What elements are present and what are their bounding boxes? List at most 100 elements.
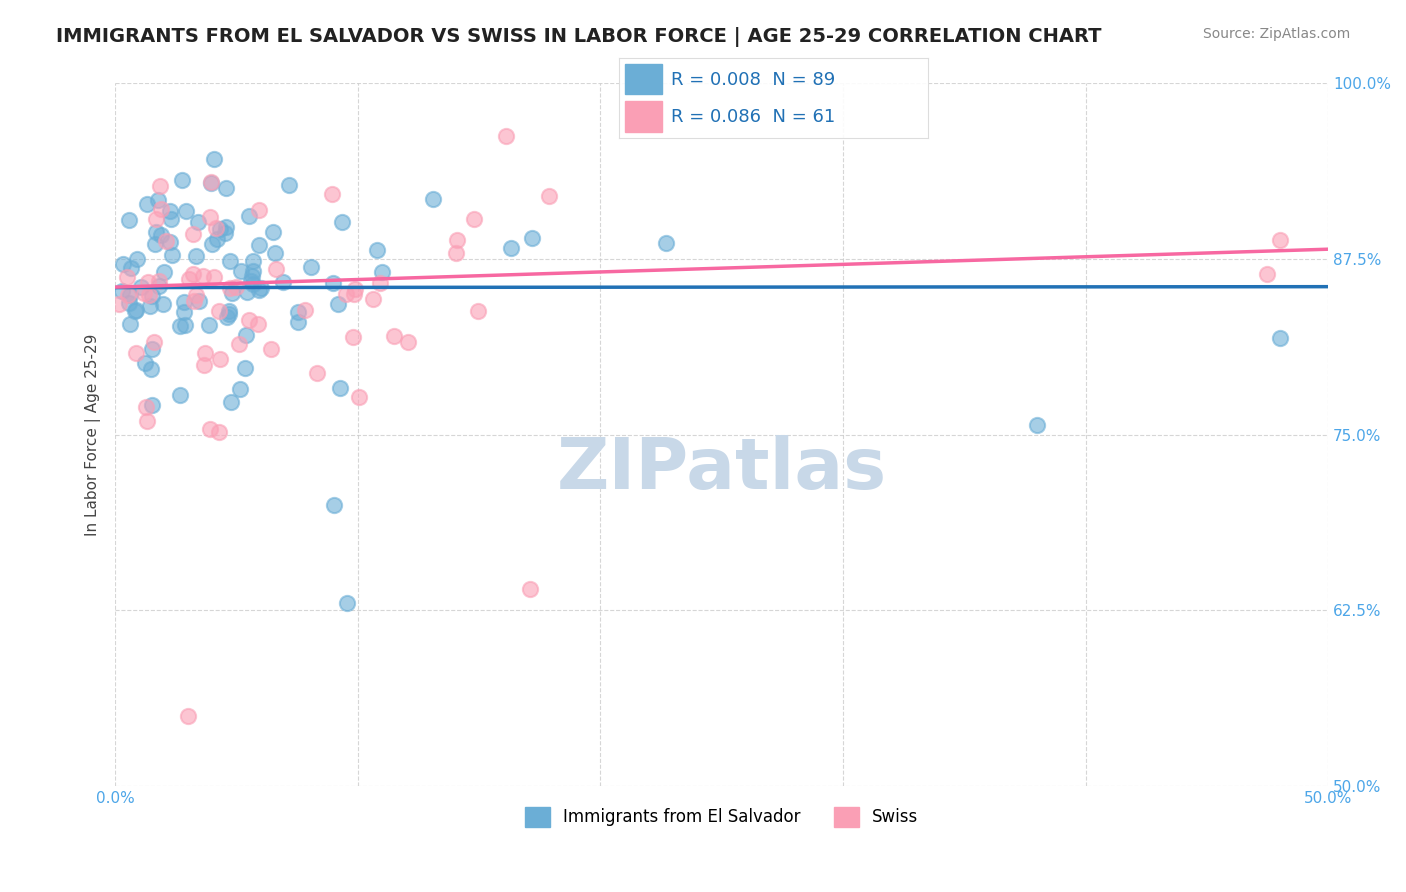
Swiss bbox=[135, 400, 157, 414]
Y-axis label: In Labor Force | Age 25-29: In Labor Force | Age 25-29 bbox=[86, 334, 101, 536]
Immigrants from El Salvador bbox=[112, 257, 135, 271]
Immigrants from El Salvador bbox=[221, 286, 243, 301]
Swiss bbox=[446, 233, 468, 247]
Immigrants from El Salvador bbox=[139, 361, 162, 376]
Immigrants from El Salvador bbox=[139, 300, 162, 314]
Immigrants from El Salvador bbox=[141, 289, 163, 303]
Immigrants from El Salvador bbox=[233, 361, 256, 376]
Swiss bbox=[342, 330, 364, 344]
Swiss bbox=[264, 262, 287, 277]
Immigrants from El Salvador bbox=[148, 279, 170, 293]
Immigrants from El Salvador bbox=[124, 304, 146, 318]
Immigrants from El Salvador bbox=[201, 236, 224, 251]
Immigrants from El Salvador bbox=[218, 307, 240, 321]
Swiss bbox=[349, 390, 371, 404]
Immigrants from El Salvador bbox=[235, 285, 257, 299]
Legend: Immigrants from El Salvador, Swiss: Immigrants from El Salvador, Swiss bbox=[519, 800, 925, 834]
Immigrants from El Salvador bbox=[422, 192, 444, 206]
Immigrants from El Salvador bbox=[162, 248, 184, 262]
Immigrants from El Salvador bbox=[141, 342, 163, 356]
Swiss bbox=[495, 128, 517, 143]
Immigrants from El Salvador bbox=[159, 212, 181, 227]
Immigrants from El Salvador bbox=[499, 241, 522, 255]
Swiss bbox=[382, 328, 405, 343]
Immigrants from El Salvador bbox=[229, 263, 252, 277]
Immigrants from El Salvador bbox=[287, 315, 309, 329]
Immigrants from El Salvador bbox=[187, 293, 209, 308]
Swiss bbox=[193, 358, 215, 372]
Immigrants from El Salvador bbox=[240, 273, 263, 287]
Swiss bbox=[463, 211, 485, 226]
Swiss bbox=[202, 269, 225, 284]
Immigrants from El Salvador bbox=[229, 382, 252, 396]
Immigrants from El Salvador bbox=[522, 231, 544, 245]
Swiss bbox=[132, 286, 155, 301]
Swiss bbox=[247, 203, 270, 218]
Bar bbox=[624, 63, 662, 95]
Immigrants from El Salvador bbox=[169, 387, 191, 401]
Immigrants from El Salvador bbox=[209, 222, 232, 236]
Immigrants from El Salvador bbox=[118, 296, 141, 310]
Immigrants from El Salvador bbox=[242, 268, 264, 283]
Swiss bbox=[305, 366, 328, 380]
Immigrants from El Salvador bbox=[152, 265, 174, 279]
Immigrants from El Salvador bbox=[264, 245, 287, 260]
Swiss bbox=[344, 282, 367, 296]
Swiss bbox=[208, 352, 231, 367]
Immigrants from El Salvador bbox=[202, 153, 225, 167]
Swiss bbox=[294, 302, 316, 317]
Swiss bbox=[246, 317, 269, 331]
Immigrants from El Salvador bbox=[129, 280, 152, 294]
Immigrants from El Salvador bbox=[136, 197, 159, 211]
Immigrants from El Salvador bbox=[271, 275, 294, 289]
Immigrants from El Salvador bbox=[218, 304, 240, 318]
Immigrants from El Salvador bbox=[187, 215, 209, 229]
Immigrants from El Salvador bbox=[242, 277, 264, 291]
Swiss bbox=[136, 275, 159, 289]
Immigrants from El Salvador bbox=[247, 238, 270, 252]
Bar bbox=[624, 102, 662, 132]
Immigrants from El Salvador bbox=[173, 305, 195, 319]
Swiss bbox=[143, 335, 166, 350]
Immigrants from El Salvador bbox=[370, 265, 392, 279]
Swiss bbox=[181, 267, 204, 281]
Immigrants from El Salvador bbox=[207, 232, 229, 246]
Immigrants from El Salvador bbox=[215, 310, 238, 324]
Immigrants from El Salvador bbox=[172, 172, 194, 186]
Immigrants from El Salvador bbox=[143, 236, 166, 251]
Immigrants from El Salvador bbox=[111, 285, 134, 299]
Swiss bbox=[183, 293, 205, 308]
Swiss bbox=[446, 245, 468, 260]
Swiss bbox=[537, 188, 560, 202]
Swiss bbox=[467, 303, 489, 318]
Immigrants from El Salvador bbox=[219, 254, 242, 268]
Swiss bbox=[225, 280, 247, 294]
Immigrants from El Salvador bbox=[120, 260, 142, 275]
Swiss bbox=[193, 268, 215, 283]
Immigrants from El Salvador bbox=[326, 297, 349, 311]
Immigrants from El Salvador bbox=[214, 226, 236, 240]
Swiss bbox=[198, 422, 221, 436]
Swiss bbox=[361, 293, 384, 307]
Immigrants from El Salvador bbox=[278, 178, 301, 192]
Swiss bbox=[200, 175, 222, 189]
Immigrants from El Salvador bbox=[169, 319, 191, 334]
Immigrants from El Salvador bbox=[238, 209, 260, 223]
Immigrants from El Salvador bbox=[174, 203, 197, 218]
Immigrants from El Salvador bbox=[174, 318, 197, 332]
Swiss bbox=[183, 227, 205, 241]
Immigrants from El Salvador bbox=[215, 180, 238, 194]
Immigrants from El Salvador bbox=[118, 212, 141, 227]
Immigrants from El Salvador bbox=[152, 297, 174, 311]
Swiss bbox=[124, 346, 146, 360]
Swiss bbox=[155, 234, 177, 248]
Immigrants from El Salvador bbox=[322, 498, 344, 512]
Immigrants from El Salvador bbox=[249, 280, 271, 294]
Immigrants from El Salvador bbox=[322, 276, 344, 290]
Immigrants from El Salvador bbox=[654, 235, 676, 250]
Immigrants from El Salvador bbox=[242, 264, 264, 278]
Immigrants from El Salvador bbox=[125, 303, 148, 318]
Swiss bbox=[138, 288, 160, 302]
Text: IMMIGRANTS FROM EL SALVADOR VS SWISS IN LABOR FORCE | AGE 25-29 CORRELATION CHAR: IMMIGRANTS FROM EL SALVADOR VS SWISS IN … bbox=[56, 27, 1102, 46]
Swiss bbox=[184, 288, 207, 302]
